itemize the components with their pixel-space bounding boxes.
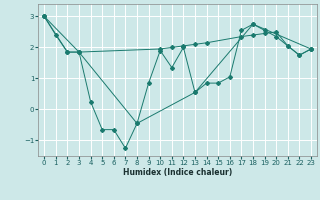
X-axis label: Humidex (Indice chaleur): Humidex (Indice chaleur) bbox=[123, 168, 232, 177]
